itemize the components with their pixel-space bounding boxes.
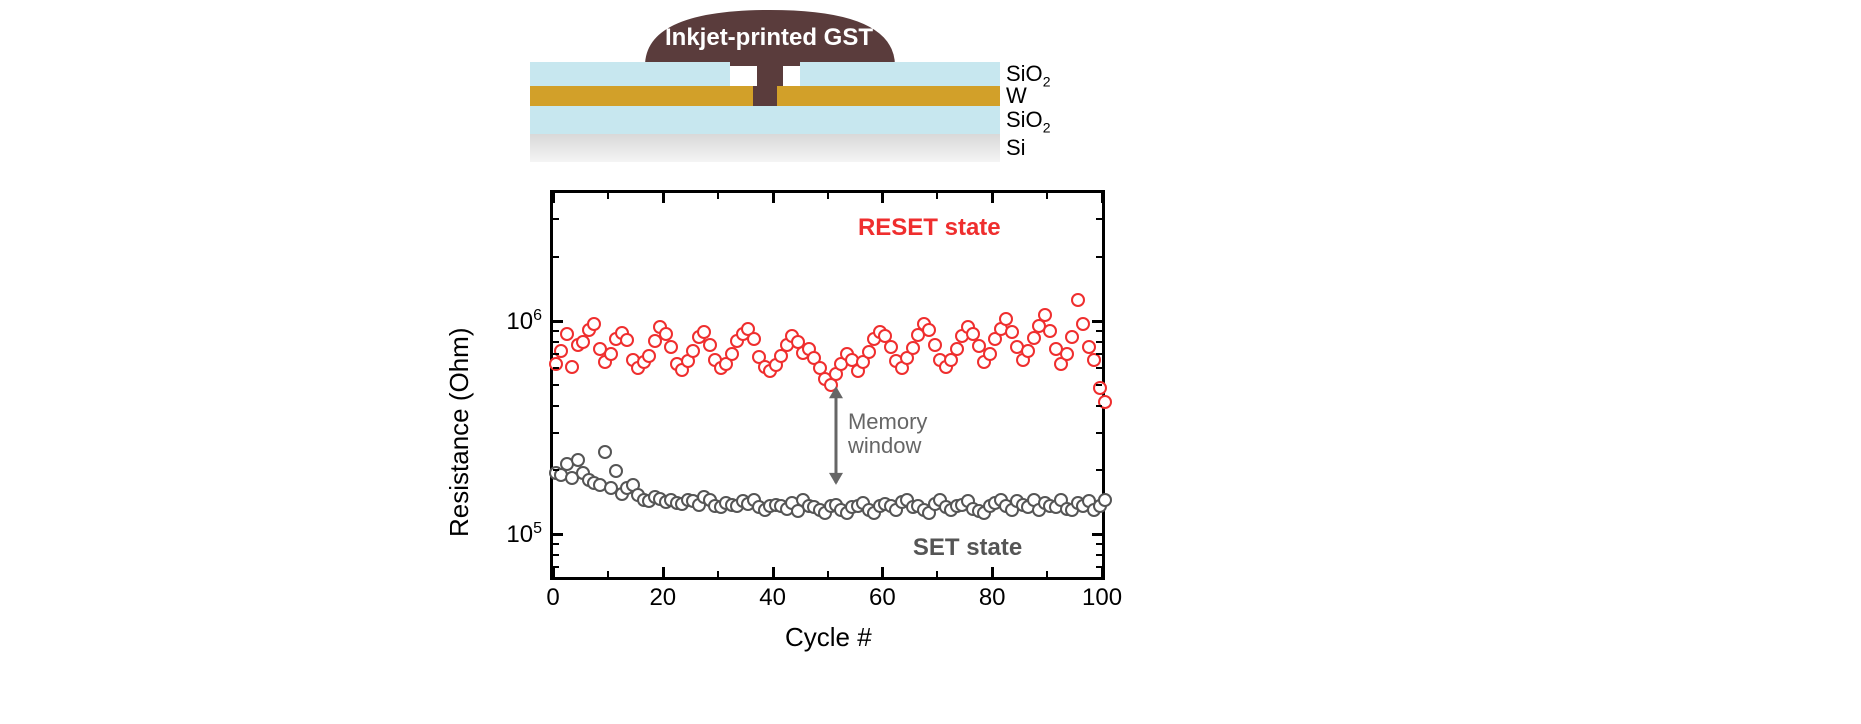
y-minor-tick: [553, 405, 559, 407]
device-layer-Si: [530, 134, 1000, 162]
x-tick-label: 80: [972, 584, 1012, 612]
y-minor-tick: [553, 469, 559, 471]
y-minor-tick: [1096, 405, 1102, 407]
y-minor-tick: [1096, 341, 1102, 343]
device-layer-SiO2: [800, 62, 1000, 86]
y-minor-tick: [1096, 543, 1102, 545]
x-major-tick: [662, 193, 665, 203]
x-major-tick: [1101, 193, 1104, 203]
y-minor-tick: [553, 330, 559, 332]
gst-via: [753, 86, 777, 106]
layer-label-W: W: [1006, 83, 1027, 109]
x-tick-label: 40: [753, 584, 793, 612]
device-layer-SiO2: [530, 62, 730, 86]
plot-area: RESET stateSET stateMemorywindow: [550, 190, 1105, 580]
resistance-chart: Resistance (Ohm) RESET stateSET stateMem…: [430, 182, 1130, 702]
x-minor-tick: [1046, 571, 1048, 577]
x-major-tick: [881, 193, 884, 203]
y-major-tick: [553, 533, 563, 536]
device-layer-W: [777, 86, 1000, 106]
x-minor-tick: [717, 571, 719, 577]
y-minor-tick: [1096, 384, 1102, 386]
x-axis-label: Cycle #: [785, 622, 872, 653]
y-minor-tick: [1096, 353, 1102, 355]
x-minor-tick: [607, 571, 609, 577]
y-minor-tick: [1096, 367, 1102, 369]
y-minor-tick: [553, 554, 559, 556]
x-minor-tick: [827, 193, 829, 199]
y-minor-tick: [553, 384, 559, 386]
x-major-tick: [881, 567, 884, 577]
x-major-tick: [991, 567, 994, 577]
layer-label-SiO2: SiO2: [1006, 107, 1050, 135]
y-major-tick: [1092, 533, 1102, 536]
x-major-tick: [552, 567, 555, 577]
y-axis-label: Resistance (Ohm): [444, 328, 475, 538]
y-minor-tick: [553, 432, 559, 434]
x-minor-tick: [936, 193, 938, 199]
layer-label-Si: Si: [1006, 135, 1026, 161]
x-major-tick: [662, 567, 665, 577]
y-minor-tick: [1096, 469, 1102, 471]
y-minor-tick: [553, 367, 559, 369]
x-major-tick: [1101, 567, 1104, 577]
device-layer-W: [530, 86, 753, 106]
y-tick-label: 106: [492, 307, 542, 336]
x-minor-tick: [827, 571, 829, 577]
y-minor-tick: [553, 353, 559, 355]
x-major-tick: [552, 193, 555, 203]
gst-label: Inkjet-printed GST: [665, 24, 873, 52]
y-major-tick: [1092, 320, 1102, 323]
x-tick-label: 20: [643, 584, 683, 612]
y-minor-tick: [553, 341, 559, 343]
y-minor-tick: [553, 256, 559, 258]
y-minor-tick: [553, 218, 559, 220]
x-minor-tick: [717, 193, 719, 199]
x-major-tick: [772, 567, 775, 577]
memory-window-label: Memorywindow: [848, 410, 927, 458]
y-minor-tick: [1096, 330, 1102, 332]
x-minor-tick: [936, 571, 938, 577]
y-minor-tick: [1096, 218, 1102, 220]
y-minor-tick: [1096, 554, 1102, 556]
x-tick-label: 60: [862, 584, 902, 612]
x-major-tick: [991, 193, 994, 203]
x-tick-label: 0: [533, 584, 573, 612]
y-minor-tick: [1096, 432, 1102, 434]
device-layer-SiO2: [530, 106, 1000, 134]
figure: Inkjet-printed GST SiO2WSiO2Si Resistanc…: [430, 2, 1130, 722]
memory-window-arrow: [553, 193, 1108, 583]
y-major-tick: [553, 320, 563, 323]
y-minor-tick: [553, 543, 559, 545]
x-minor-tick: [1046, 193, 1048, 199]
device-schematic: Inkjet-printed GST SiO2WSiO2Si: [530, 6, 1090, 166]
y-minor-tick: [1096, 256, 1102, 258]
x-major-tick: [772, 193, 775, 203]
y-tick-label: 105: [492, 520, 542, 549]
x-minor-tick: [607, 193, 609, 199]
x-tick-label: 100: [1082, 584, 1122, 612]
